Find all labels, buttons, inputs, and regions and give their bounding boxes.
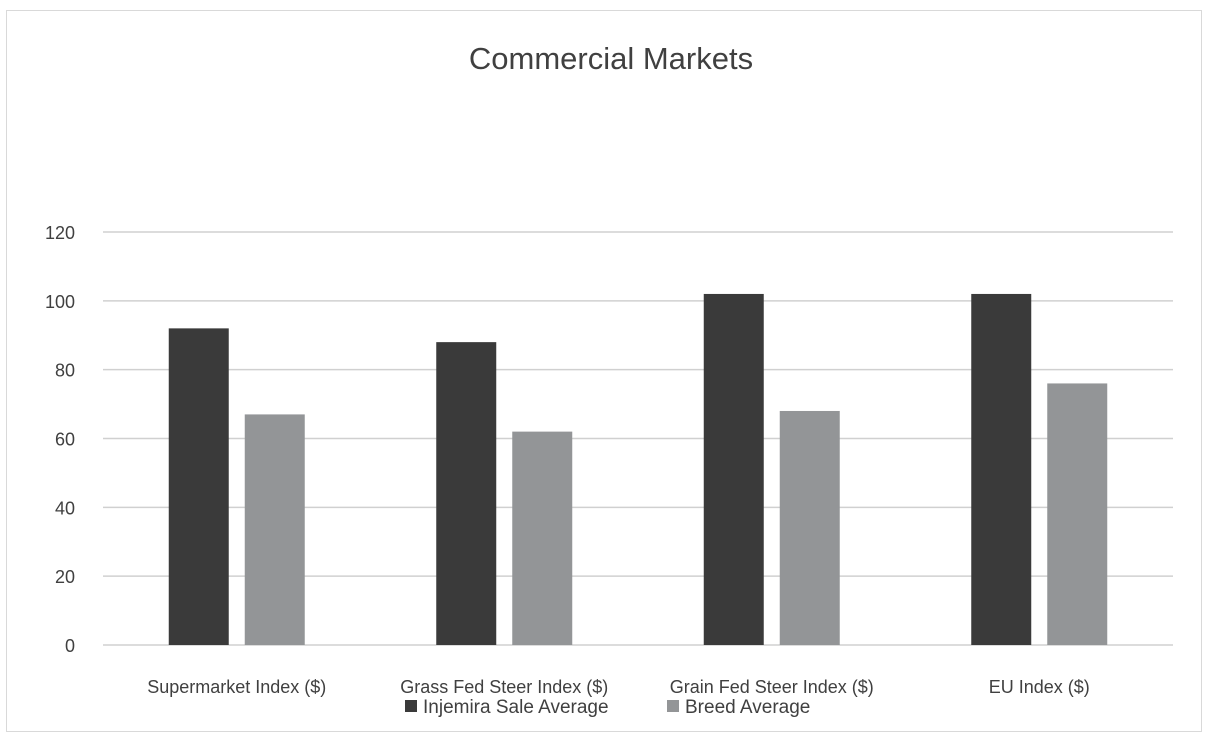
legend-label: Breed Average bbox=[685, 697, 810, 718]
bar-breed-0 bbox=[244, 414, 305, 645]
category-labels: Supermarket Index ($) Grass Fed Steer Ind… bbox=[147, 677, 1090, 697]
category-label: Grain Fed Steer Index ($) bbox=[670, 677, 874, 697]
category-label: Supermarket Index ($) bbox=[147, 677, 326, 697]
category-label: EU Index ($) bbox=[989, 677, 1090, 697]
bar-injemira-3 bbox=[971, 293, 1032, 645]
y-tick-label: 20 bbox=[55, 567, 75, 587]
bar-breed-1 bbox=[512, 431, 573, 645]
bar-breed-3 bbox=[1047, 383, 1108, 645]
category-label: Grass Fed Steer Index ($) bbox=[400, 677, 608, 697]
y-tick-label: 60 bbox=[55, 430, 75, 450]
bar-injemira-0 bbox=[168, 328, 229, 645]
y-tick-label: 120 bbox=[45, 223, 75, 243]
y-axis-ticks: 0 20 40 60 80 100 120 bbox=[45, 223, 75, 656]
y-tick-label: 0 bbox=[65, 636, 75, 656]
legend: Injemira Sale Average Breed Average bbox=[405, 697, 810, 718]
bar-breed-2 bbox=[779, 410, 840, 645]
y-tick-label: 100 bbox=[45, 292, 75, 312]
legend-label: Injemira Sale Average bbox=[423, 697, 609, 718]
y-tick-label: 40 bbox=[55, 498, 75, 518]
legend-swatch bbox=[667, 700, 679, 712]
legend-swatch bbox=[405, 700, 417, 712]
bar-injemira-2 bbox=[703, 293, 764, 645]
bars bbox=[168, 293, 1108, 645]
y-tick-label: 80 bbox=[55, 361, 75, 381]
chart-title: Commercial Markets bbox=[469, 41, 753, 76]
bar-injemira-1 bbox=[436, 342, 497, 645]
